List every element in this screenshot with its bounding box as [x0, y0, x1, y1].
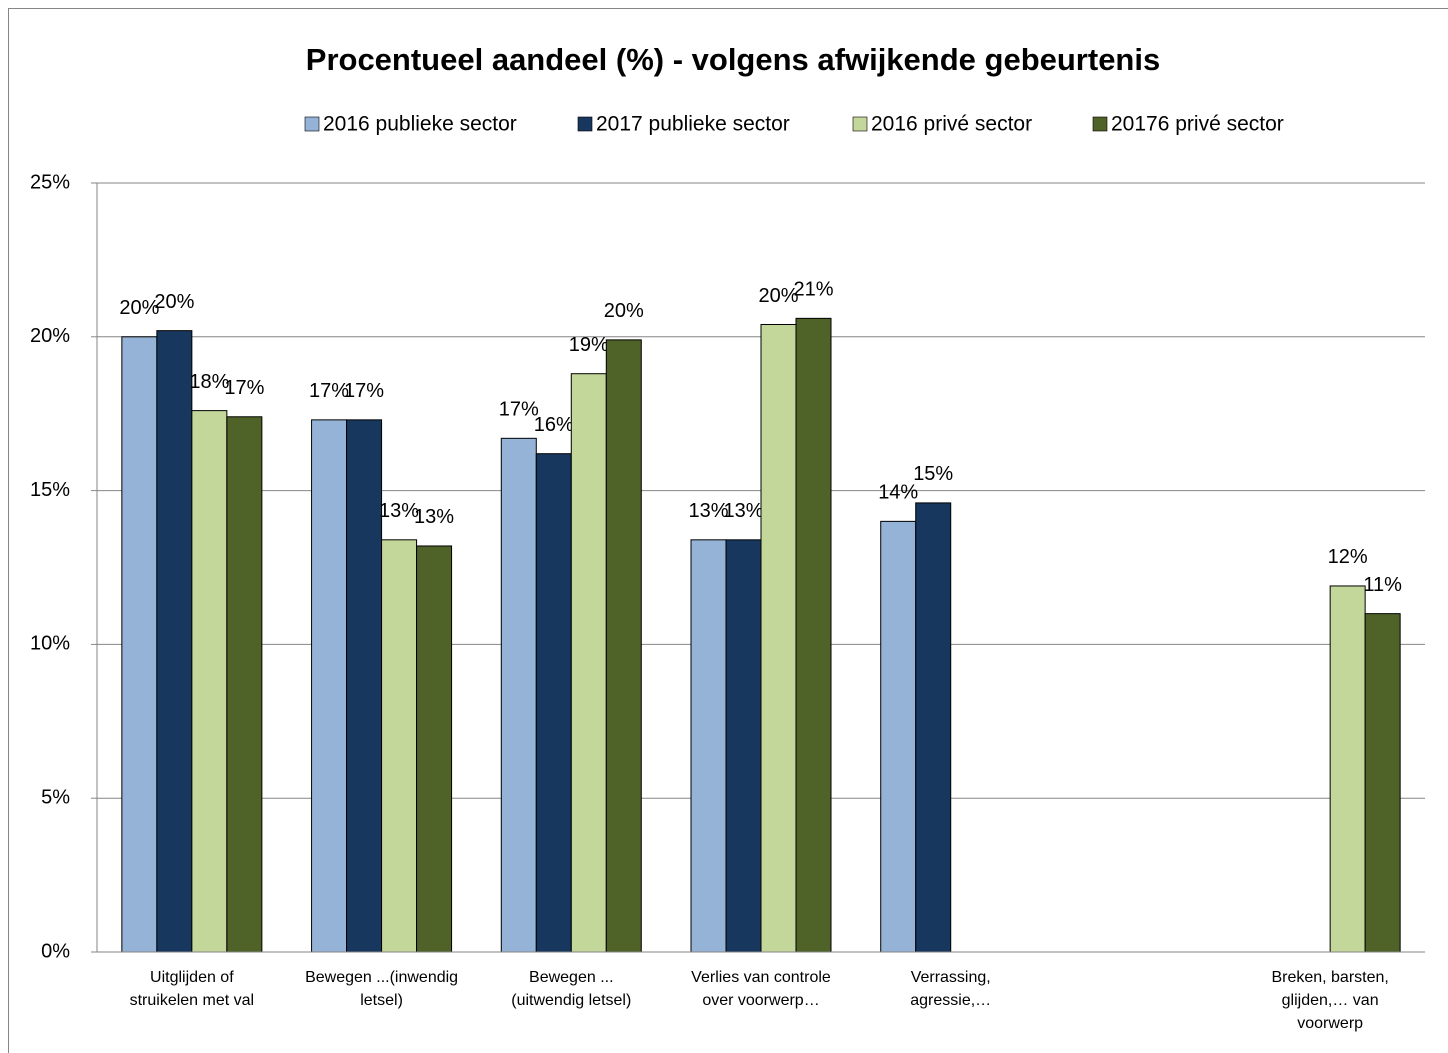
- bar: [156, 330, 193, 953]
- bar: [121, 336, 158, 953]
- data-label: 12%: [1328, 546, 1368, 568]
- x-tick-label: Breken, barsten, glijden,… van voorwerp: [1271, 969, 1388, 1032]
- legend-label: 2016 publieke sector: [323, 113, 517, 136]
- bar: [500, 437, 537, 953]
- data-label: 20%: [604, 300, 644, 322]
- data-label: 11%: [1363, 574, 1402, 596]
- data-label: 19%: [569, 334, 609, 356]
- data-label: 17%: [499, 399, 539, 421]
- bar: [381, 539, 418, 953]
- data-label: 18%: [189, 371, 229, 393]
- data-label: 13%: [379, 500, 419, 522]
- bar: [795, 317, 832, 953]
- bar: [760, 323, 797, 953]
- data-label: 20%: [758, 285, 798, 307]
- bar: [725, 539, 762, 953]
- legend-label: 20176 privé sector: [1111, 113, 1284, 136]
- bar: [605, 339, 642, 953]
- bar: [346, 419, 383, 953]
- data-label: 17%: [224, 377, 264, 399]
- legend-label: 2016 privé sector: [871, 113, 1032, 136]
- x-tick-label: Uitglijden of struikelen met val: [130, 969, 255, 1009]
- legend-swatch: [577, 116, 593, 132]
- data-label: 16%: [534, 414, 574, 436]
- data-label: 20%: [119, 297, 159, 319]
- y-tick-label: 15%: [30, 479, 70, 501]
- data-label: 14%: [878, 482, 918, 504]
- data-label: 13%: [723, 500, 763, 522]
- bar: [880, 520, 917, 953]
- bar: [1364, 613, 1401, 953]
- data-label: 17%: [344, 380, 384, 402]
- bar: [535, 453, 572, 953]
- legend-swatch: [1092, 116, 1108, 132]
- data-label: 13%: [688, 500, 728, 522]
- bar: [690, 539, 727, 953]
- x-tick-label: Bewegen ... (uitwendig letsel): [511, 969, 631, 1009]
- x-tick-label: Bewegen ...(inwendig letsel): [305, 969, 458, 1009]
- legend-swatch: [304, 116, 320, 132]
- bar: [915, 502, 952, 953]
- data-label: 15%: [913, 463, 953, 485]
- bar: [311, 419, 348, 953]
- legend-label: 2017 publieke sector: [596, 113, 790, 136]
- chart-frame: [8, 8, 1448, 1053]
- data-label: 13%: [414, 506, 454, 528]
- y-tick-label: 5%: [41, 786, 70, 808]
- bar: [191, 410, 228, 953]
- legend-swatch: [852, 116, 868, 132]
- y-tick-label: 20%: [30, 325, 70, 347]
- bar: [226, 416, 263, 953]
- chart-title: Procentueel aandeel (%) - volgens afwijk…: [306, 42, 1160, 77]
- y-tick-label: 10%: [30, 633, 70, 655]
- y-tick-label: 0%: [41, 940, 70, 962]
- bar: [570, 373, 607, 953]
- y-tick-label: 25%: [30, 171, 70, 193]
- bar: [1329, 585, 1366, 953]
- bar: [416, 545, 453, 953]
- x-tick-label: Verrassing, agressie,…: [910, 969, 991, 1009]
- data-label: 21%: [793, 279, 833, 301]
- data-label: 20%: [154, 291, 194, 313]
- x-tick-label: Verlies van controle over voorwerp…: [691, 969, 831, 1009]
- data-label: 17%: [309, 380, 349, 402]
